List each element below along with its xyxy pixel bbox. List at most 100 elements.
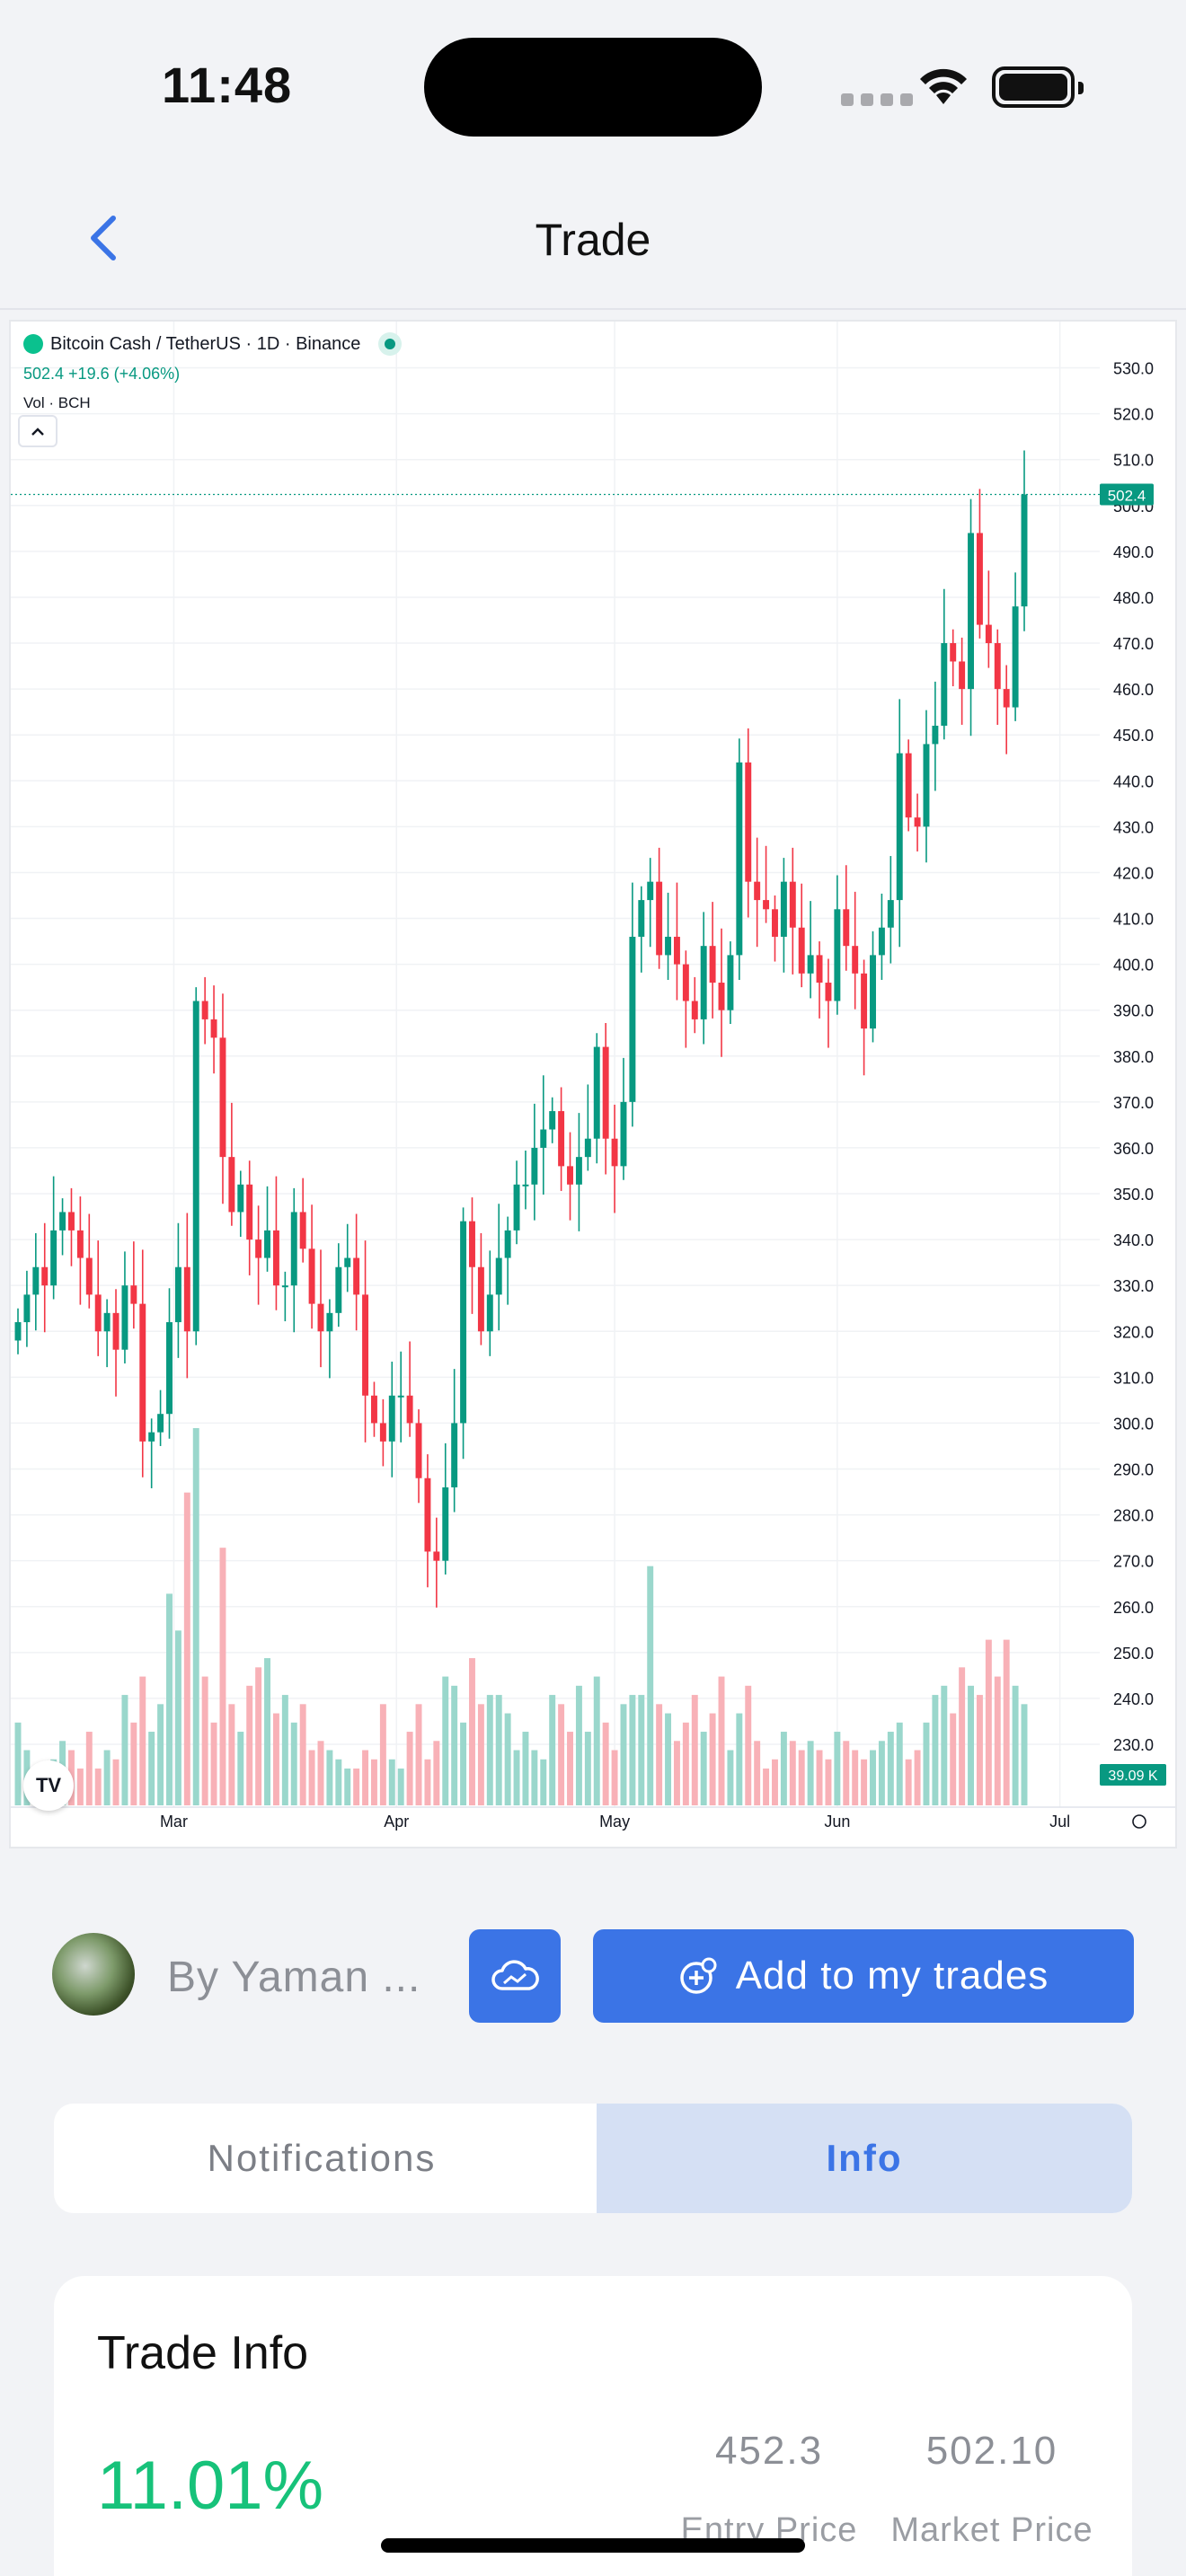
tab-notifications[interactable]: Notifications (207, 2137, 437, 2179)
volume-bar (558, 1704, 565, 1805)
candle-body (673, 936, 680, 965)
candle-body (905, 753, 912, 818)
avatar[interactable] (52, 1933, 135, 2016)
market-price-stat: 502.10 Market Price (875, 2429, 1109, 2550)
x-tick-label: Apr (384, 1813, 409, 1831)
tradingview-logo-icon[interactable]: TV (23, 1760, 74, 1811)
candle-body (14, 1322, 22, 1341)
candle-body (700, 946, 707, 1019)
candle-body (994, 643, 1001, 690)
profit-percent: 11.01% (97, 2448, 324, 2524)
volume-bar (362, 1750, 369, 1805)
volume-bar (843, 1741, 850, 1805)
volume-bar (469, 1658, 475, 1805)
candle-body (460, 1221, 467, 1424)
candle-body (370, 1395, 377, 1424)
candle-body (549, 1111, 556, 1130)
candle-body (629, 936, 636, 1102)
volume-bar (959, 1667, 966, 1805)
y-tick-label: 520.0 (1113, 406, 1154, 424)
volume-bar (584, 1732, 591, 1805)
candle-body (789, 881, 796, 928)
tab-info[interactable]: Info (597, 2104, 1132, 2213)
candle-body (754, 881, 761, 901)
volume-bar (299, 1704, 306, 1805)
volume-bar (272, 1713, 279, 1805)
volume-bar (878, 1741, 885, 1805)
candle-body (807, 955, 814, 974)
candle-body (308, 1248, 315, 1304)
volume-bar (834, 1732, 841, 1805)
volume-bar (994, 1676, 1001, 1805)
candle-body (94, 1294, 102, 1332)
candlestick-chart-svg[interactable]: 230.0 240.0 250.0 260.0 270.0 280.0 290.0 300.0… (11, 322, 1175, 1847)
volume-bar (442, 1676, 449, 1805)
candle-body (798, 927, 805, 974)
settings-gear-icon[interactable] (1132, 1814, 1146, 1829)
candle-body (255, 1239, 262, 1258)
candle-body (103, 1312, 111, 1332)
candle-body (620, 1101, 627, 1167)
volume-bar (1012, 1685, 1019, 1805)
candle-body (638, 900, 645, 937)
chart-legend: Bitcoin Cash / TetherUS · 1D · Binance 5… (23, 332, 403, 412)
volume-bar (780, 1732, 787, 1805)
volume-bar (923, 1722, 930, 1805)
y-tick-label: 470.0 (1113, 635, 1154, 653)
cloud-chart-button[interactable] (469, 1929, 561, 2023)
volume-bar (620, 1704, 627, 1805)
candle-body (388, 1395, 395, 1442)
candle-body (1003, 689, 1010, 708)
candle-body (834, 909, 841, 1001)
candle-body (1021, 494, 1028, 607)
volume-bar (567, 1732, 573, 1805)
back-chevron-icon[interactable] (83, 211, 122, 265)
volume-bar (335, 1759, 342, 1805)
collapse-legend-button[interactable] (18, 415, 58, 447)
y-tick-label: 280.0 (1113, 1507, 1154, 1525)
candle-body (317, 1303, 324, 1332)
volume-bar (433, 1741, 440, 1805)
y-tick-label: 230.0 (1113, 1736, 1154, 1754)
candle-body (647, 881, 654, 901)
candle-body (112, 1312, 119, 1350)
y-tick-label: 360.0 (1113, 1140, 1154, 1158)
y-tick-label: 490.0 (1113, 543, 1154, 561)
candle-body (575, 1157, 582, 1185)
volume-bar (1003, 1639, 1010, 1805)
add-to-my-trades-button[interactable]: Add to my trades (593, 1929, 1134, 2023)
candle-body (780, 881, 787, 937)
volume-bar (772, 1759, 778, 1805)
volume-bar (754, 1741, 761, 1805)
candle-body (772, 909, 778, 937)
candle-body (861, 973, 868, 1029)
volume-bar (308, 1750, 315, 1805)
candle-body (950, 643, 957, 662)
market-open-icon (378, 332, 403, 356)
volume-bar (290, 1722, 297, 1805)
candle-body (362, 1294, 369, 1396)
candle-body (718, 983, 725, 1010)
candle-body (567, 1166, 573, 1185)
candle-body (540, 1129, 547, 1148)
y-tick-label: 420.0 (1113, 864, 1154, 882)
candle-body (558, 1111, 565, 1167)
candle-body (985, 624, 992, 644)
volume-bar (816, 1750, 823, 1805)
volume-bar (736, 1713, 743, 1805)
volume-bar (950, 1713, 957, 1805)
volume-bar (397, 1769, 404, 1805)
candle-body (353, 1257, 360, 1295)
trade-info-card: Trade Info 11.01% 452.3 Entry Price 502.… (54, 2276, 1132, 2576)
candle-body (335, 1266, 342, 1313)
volume-bar (112, 1759, 119, 1805)
author-name[interactable]: By Yaman ... (167, 1954, 421, 2001)
status-time: 11:48 (162, 57, 293, 113)
volume-bar (477, 1704, 484, 1805)
y-tick-label: 390.0 (1113, 1002, 1154, 1020)
volume-bar (611, 1750, 618, 1805)
entry-price-stat: 452.3 Entry Price (661, 2429, 877, 2550)
price-chart[interactable]: 230.0 240.0 250.0 260.0 270.0 280.0 290.0 300.0… (9, 320, 1177, 1848)
volume-bar (896, 1722, 903, 1805)
candle-body (584, 1138, 591, 1158)
